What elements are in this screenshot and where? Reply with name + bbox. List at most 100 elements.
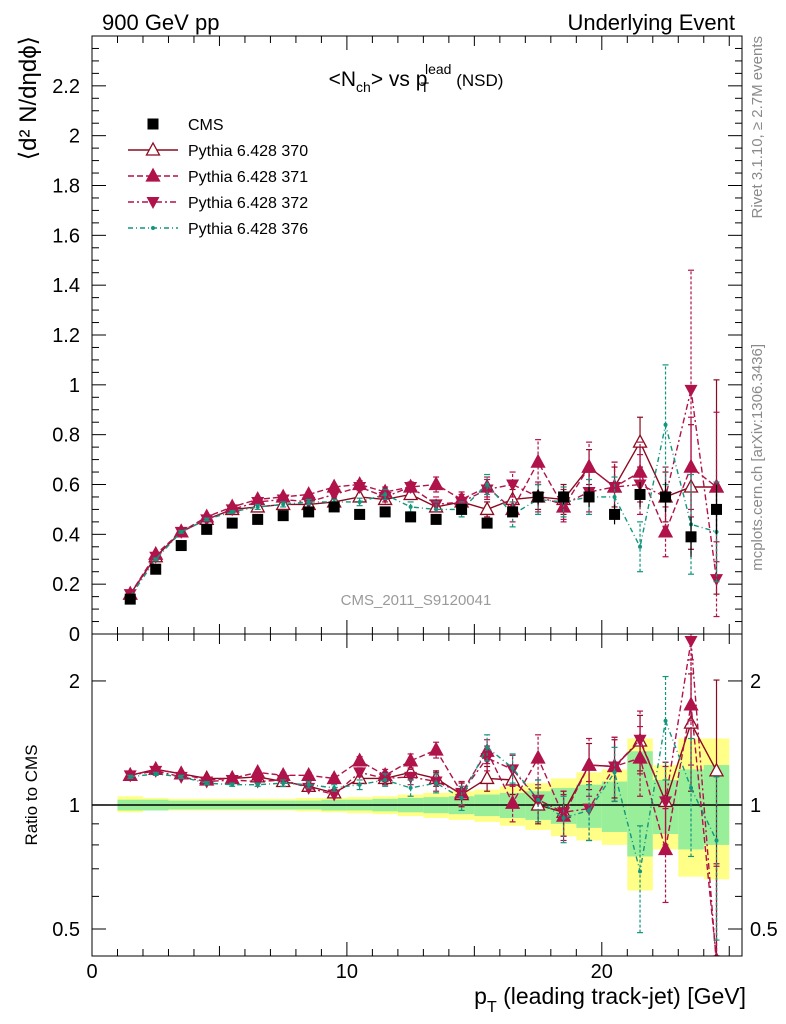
y-tick-label: 0: [69, 624, 80, 646]
cms-data-point: [609, 508, 621, 520]
data-point: [408, 504, 413, 509]
ratio-data-point: [153, 771, 158, 776]
ratio-y-tick-label-right: 2: [750, 671, 761, 693]
ratio-data-point: [689, 785, 694, 790]
data-point: [530, 453, 546, 468]
ratio-data-point: [204, 781, 209, 786]
ratio-data-point: [404, 771, 418, 784]
ratio-data-point: [657, 841, 674, 856]
x-tick-label: 20: [591, 961, 613, 983]
ratio-data-point: [510, 765, 515, 770]
data-point: [255, 504, 260, 509]
ratio-data-point: [281, 781, 286, 786]
series-line: [129, 440, 717, 595]
ratio-data-point: [327, 789, 341, 802]
ratio-data-point: [561, 815, 566, 820]
data-point: [153, 557, 158, 562]
x-tick-label: 0: [86, 961, 97, 983]
ratio-data-point: [504, 794, 521, 809]
cms-data-point: [456, 503, 468, 515]
cms-data-point: [124, 593, 136, 605]
series-line: [129, 424, 717, 598]
data-point: [608, 481, 622, 494]
ratio-y-ticks: 0.5 0.5 1 1 2 2: [52, 671, 778, 941]
ratio-panel: 0.5 0.5 1 1 2 2 0 10 20 Ratio to CMS pT (leadin…: [22, 633, 778, 1016]
data-point: [404, 481, 418, 494]
series-pythia-6-428-371: [122, 411, 725, 600]
ratio-data-point: [663, 718, 668, 723]
ratio-data-point: [179, 774, 184, 779]
data-point: [638, 544, 643, 549]
ratio-series-line: [130, 640, 717, 956]
data-point: [179, 529, 184, 534]
legend-marker: [145, 141, 161, 156]
ratio-data-point: [225, 774, 239, 787]
ratio-data-point: [428, 741, 444, 756]
main-series-group: [122, 269, 725, 618]
y-tick-label: 0.2: [52, 574, 80, 596]
ratio-y-tick-label: 2: [69, 671, 80, 693]
data-point: [485, 482, 490, 487]
ratio-y-tick-label: 1: [69, 795, 80, 817]
ratio-data-point: [352, 752, 368, 767]
data-point: [434, 507, 439, 512]
data-point: [281, 502, 286, 507]
data-point: [276, 494, 290, 507]
legend-label: Pythia 6.428 372: [188, 195, 308, 212]
legend-label: CMS: [188, 117, 224, 134]
data-point: [657, 523, 674, 538]
legend-entry: Pythia 6.428 372: [128, 195, 308, 212]
series-cms: [124, 482, 723, 605]
data-point: [230, 509, 235, 514]
ratio-data-point: [608, 761, 622, 774]
data-point: [327, 489, 341, 502]
ratio-data-point: [708, 762, 725, 777]
cms-data-point: [303, 506, 315, 518]
ratio-data-point: [434, 781, 439, 786]
cms-data-point: [277, 510, 289, 522]
data-point: [581, 458, 597, 473]
y-tick-label: 2: [69, 126, 80, 148]
cms-data-point: [430, 513, 442, 525]
ratio-data-point: [408, 785, 413, 790]
ratio-series-line: [130, 718, 718, 872]
legend-entry: Pythia 6.428 376: [128, 221, 308, 238]
ratio-series-pythia-6-428-376: [127, 675, 720, 941]
legend-entry: Pythia 6.428 371: [128, 167, 308, 186]
y-tick-label: 1.6: [52, 225, 80, 247]
ratio-data-point: [383, 777, 388, 782]
analysis-watermark: CMS_2011_S9120041: [341, 592, 492, 609]
ratio-y-tick-label-right: 0.5: [750, 919, 778, 941]
legend-marker: [146, 197, 160, 209]
y-tick-label: 1.8: [52, 176, 80, 198]
legend-label: Pythia 6.428 370: [188, 143, 308, 160]
ratio-data-point: [255, 782, 260, 787]
ratio-data-point: [659, 796, 673, 809]
data-point: [684, 384, 698, 397]
ratio-data-point: [638, 869, 643, 874]
x-ticks: 0 10 20: [86, 634, 730, 983]
data-point: [204, 517, 209, 522]
series-pythia-6-428-376: [127, 364, 720, 599]
series-line: [129, 460, 717, 595]
header-right: Underlying Event: [567, 10, 735, 35]
series-pythia-6-428-370: [122, 379, 725, 600]
main-plot-content: [122, 269, 725, 618]
ratio-data-point: [306, 782, 311, 787]
ratio-data-point: [301, 766, 317, 782]
ratio-data-point: [536, 797, 541, 802]
ratio-y-tick-label-right: 1: [750, 795, 761, 817]
y-tick-label: 0.4: [52, 524, 80, 546]
data-point: [612, 494, 617, 499]
data-point: [428, 476, 444, 491]
y-tick-label: 0.6: [52, 475, 80, 497]
ratio-data-point: [302, 782, 316, 795]
cms-data-point: [481, 517, 493, 529]
ratio-frame: [91, 633, 743, 957]
x-axis-label: pT (leading track-jet) [GeV]: [474, 983, 746, 1016]
main-title: <Nch> vs pTlead (NSD): [329, 61, 504, 95]
cms-data-point: [379, 506, 391, 518]
main-y-ticks: 0 0.2 0.4 0.6 0.8 1 1.2 1.4 1.6 1.8 2 2.2: [52, 35, 742, 646]
cms-data-point: [532, 491, 544, 503]
